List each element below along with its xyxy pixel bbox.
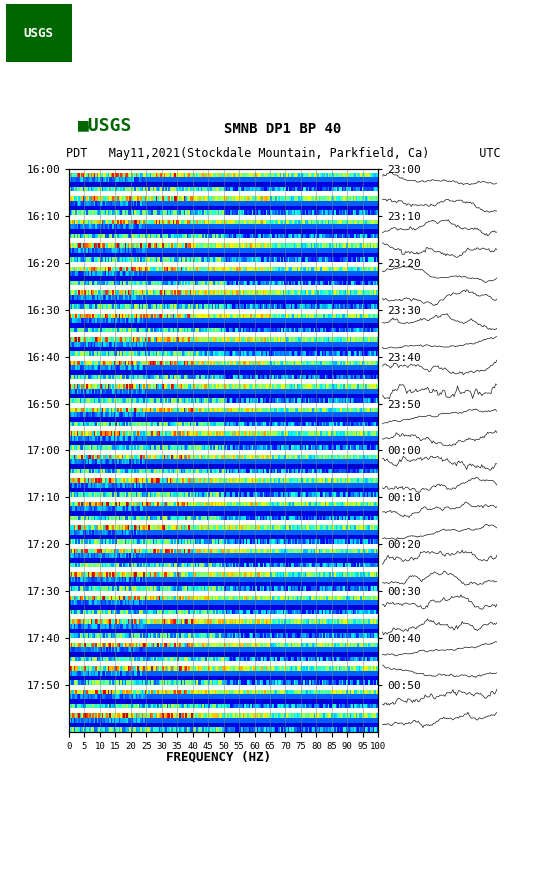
Text: SMNB DP1 BP 40: SMNB DP1 BP 40 xyxy=(224,122,342,136)
Text: FREQUENCY (HZ): FREQUENCY (HZ) xyxy=(166,750,271,764)
Text: ■USGS: ■USGS xyxy=(77,116,132,135)
FancyBboxPatch shape xyxy=(6,4,72,62)
Text: USGS: USGS xyxy=(24,27,54,40)
Text: PDT   May11,2021(Stockdale Mountain, Parkfield, Ca)       UTC: PDT May11,2021(Stockdale Mountain, Parkf… xyxy=(66,147,500,161)
